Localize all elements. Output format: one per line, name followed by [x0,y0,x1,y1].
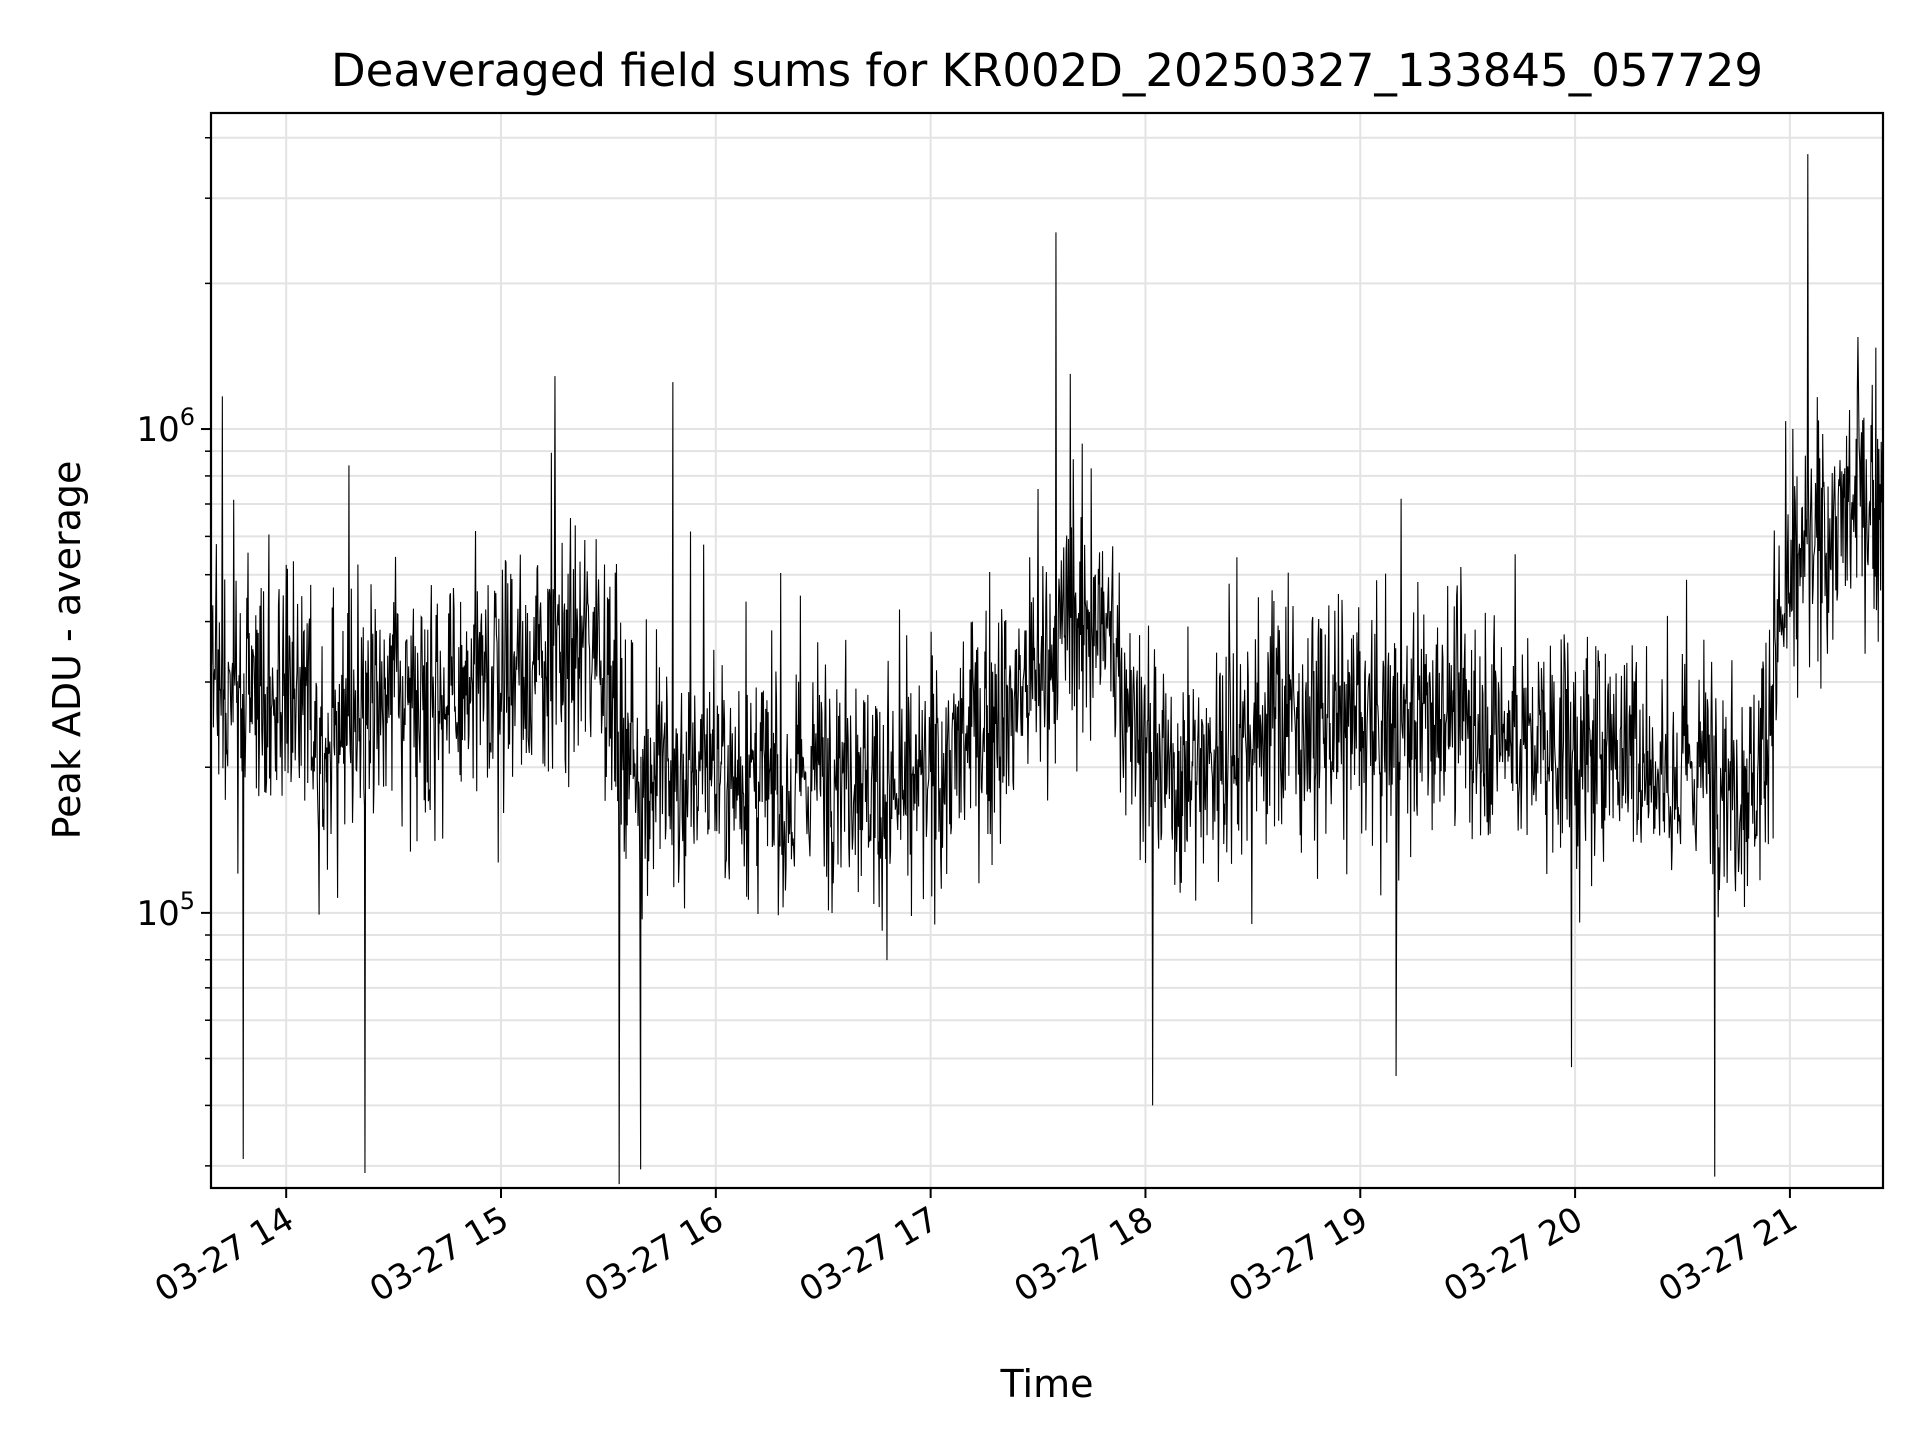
chart-title: Deaveraged field sums for KR002D_2025032… [331,44,1763,97]
y-tick-label: 106 [136,403,195,450]
y-tick-base: 10 [136,894,179,934]
plot-frame [209,111,1885,1190]
y-tick-label: 105 [136,887,195,934]
x-axis-label: Time [1000,1362,1094,1406]
y-tick-exponent: 5 [180,887,195,915]
y-axis-label: Peak ADU - average [45,461,89,840]
y-tick-exponent: 6 [180,403,195,431]
y-tick-base: 10 [136,410,179,450]
series [210,154,1884,1185]
series-line [210,154,1884,1185]
